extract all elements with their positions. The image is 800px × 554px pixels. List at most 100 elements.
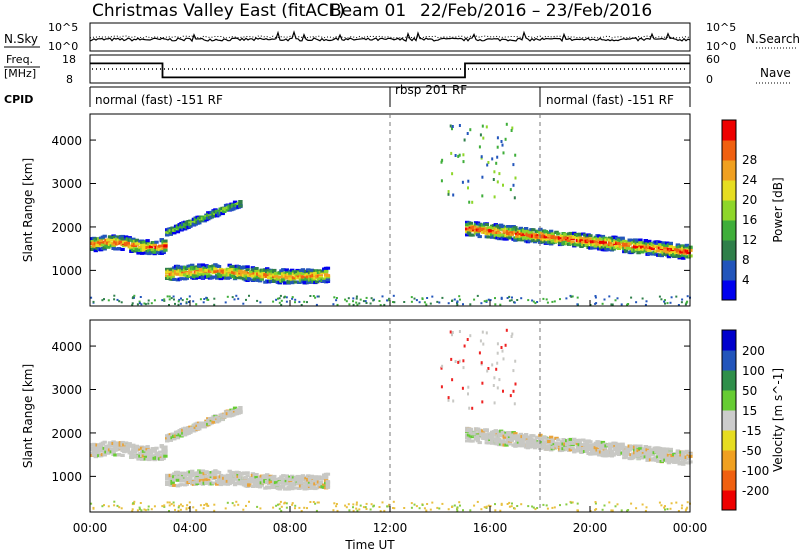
power-cell — [686, 295, 689, 298]
power-cell — [195, 274, 200, 278]
velocity-cell — [275, 504, 278, 507]
velocity-cell — [436, 506, 439, 509]
power-cell — [679, 250, 684, 254]
power-cell — [202, 301, 205, 304]
velocity-cell — [625, 452, 631, 456]
velocity-cell — [418, 507, 421, 510]
power-cell — [216, 213, 222, 217]
power-cell — [356, 303, 359, 306]
power-cell — [491, 231, 497, 235]
velocity-cell — [554, 436, 559, 440]
power-cell — [359, 298, 362, 301]
velocity-cell — [484, 429, 489, 433]
velocity-heatmap — [90, 328, 693, 513]
power-cell — [429, 302, 432, 305]
power-cell — [153, 299, 156, 302]
velocity-cell — [513, 402, 516, 406]
velocity-cell — [508, 505, 511, 508]
velocity-cell — [259, 507, 262, 510]
velocity-cell — [611, 509, 614, 512]
velocity-cell — [286, 486, 291, 490]
power-cell — [511, 126, 514, 130]
velocity-cell — [272, 485, 277, 489]
velocity-cell — [148, 451, 154, 455]
power-cell — [306, 301, 308, 304]
power-cell — [513, 226, 518, 230]
cpid-segment-3: normal (fast) -151 RF — [546, 93, 674, 107]
power-cell — [92, 300, 95, 303]
power-cell — [480, 302, 483, 305]
velocity-cell — [138, 508, 141, 511]
velocity-cell — [540, 438, 545, 441]
power-cell — [478, 145, 481, 149]
power-cell — [198, 268, 204, 272]
power-cell — [314, 296, 317, 299]
velocity-cell — [570, 446, 575, 450]
velocity-cell — [215, 482, 220, 486]
power-cell — [245, 268, 250, 272]
colorbar-block — [722, 490, 736, 511]
velocity-cell — [475, 437, 481, 441]
power-cell — [441, 158, 444, 162]
velocity-cell — [383, 509, 386, 512]
power-cell — [650, 247, 656, 251]
velocity-cell — [615, 450, 620, 454]
power-cell — [636, 251, 641, 255]
colorbar-block — [722, 470, 736, 491]
velocity-cell — [284, 474, 289, 478]
velocity-cell — [245, 504, 247, 507]
velocity-cell — [663, 454, 668, 458]
power-cell — [576, 296, 579, 299]
power-cell — [518, 226, 523, 230]
velocity-cell — [684, 449, 689, 453]
velocity-cell — [93, 455, 98, 459]
power-cell — [681, 254, 686, 258]
colorbar-block — [722, 180, 736, 201]
power-cell — [154, 240, 159, 244]
velocity-cell — [347, 503, 350, 506]
velocity-cell — [156, 452, 161, 456]
power-cell — [462, 160, 465, 164]
velocity-cell — [147, 508, 150, 511]
velocity-cell — [681, 462, 686, 466]
velocity-cell — [664, 508, 666, 511]
power-cell — [163, 248, 168, 252]
power-cell — [485, 300, 488, 303]
power-cell — [466, 132, 469, 135]
velocity-cell — [657, 446, 663, 450]
velocity-cell — [584, 450, 589, 454]
power-cell — [469, 128, 472, 132]
power-cell — [600, 234, 606, 238]
velocity-cell — [485, 505, 488, 508]
power-cell — [485, 299, 488, 302]
velocity-cell — [205, 502, 208, 505]
velocity-cell — [243, 480, 248, 484]
velocity-cell — [512, 369, 515, 373]
power-cell — [494, 297, 496, 300]
velocity-cell — [468, 406, 471, 410]
power-cell — [355, 297, 358, 300]
velocity-cell — [316, 501, 319, 504]
power-cell — [590, 246, 595, 250]
velocity-cell — [577, 438, 582, 442]
velocity-cell — [345, 506, 348, 509]
colorbar-block — [722, 280, 736, 301]
velocity-cell — [365, 508, 368, 510]
power-cell — [514, 153, 517, 157]
velocity-cell — [479, 339, 482, 343]
power-cell — [509, 232, 514, 236]
power-cell — [150, 302, 153, 305]
velocity-cell — [120, 454, 125, 457]
velocity-cell — [668, 451, 673, 455]
power-cell — [440, 179, 443, 183]
power-cell — [107, 299, 110, 302]
velocity-cell — [106, 451, 111, 455]
power-cell — [532, 232, 538, 236]
velocity-cell — [297, 487, 302, 490]
velocity-cell — [213, 473, 218, 477]
velocity-cell — [300, 510, 303, 512]
velocity-cell — [623, 455, 629, 458]
power-cell — [496, 180, 499, 184]
nsearch-label: N.Search — [746, 32, 800, 46]
power-cell — [453, 298, 456, 301]
